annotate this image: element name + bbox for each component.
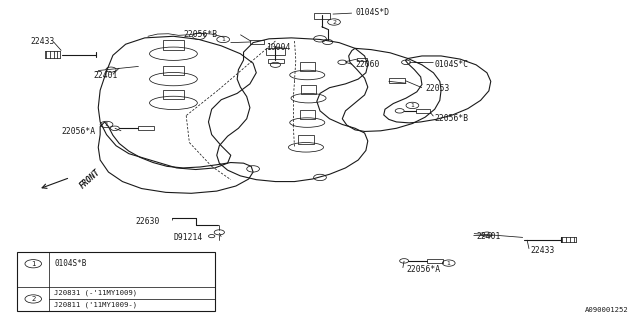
Bar [163, 66, 184, 75]
Text: 22401: 22401 [476, 232, 500, 241]
Text: 10004: 10004 [266, 43, 290, 52]
Bar [268, 60, 284, 63]
Bar [138, 126, 154, 131]
Bar [415, 108, 429, 113]
Text: 0104S*B: 0104S*B [54, 259, 86, 268]
Text: 2: 2 [31, 296, 35, 302]
Text: 22056*B: 22056*B [435, 114, 469, 123]
Bar [163, 90, 184, 99]
Text: J20831 (-'11MY1009): J20831 (-'11MY1009) [54, 290, 138, 296]
Text: 22433: 22433 [531, 246, 555, 255]
Text: 22433: 22433 [31, 36, 55, 45]
Text: 22401: 22401 [94, 71, 118, 80]
Bar [17, 252, 215, 311]
Text: 0104S*D: 0104S*D [355, 8, 389, 17]
Bar [301, 85, 316, 94]
Bar [427, 259, 443, 263]
Text: 22630: 22630 [135, 217, 159, 226]
Text: 0104S*C: 0104S*C [435, 60, 469, 69]
Text: FRONT: FRONT [78, 168, 102, 190]
Text: 22053: 22053 [425, 84, 449, 93]
Text: 22056*A: 22056*A [406, 265, 440, 274]
Bar [250, 40, 264, 44]
Bar [300, 110, 315, 119]
Text: 2: 2 [332, 20, 336, 25]
Text: 22056*A: 22056*A [62, 127, 96, 136]
Text: 1: 1 [31, 261, 35, 267]
Bar [298, 135, 314, 143]
Text: D91214: D91214 [173, 233, 203, 242]
Bar [266, 48, 285, 55]
Text: A090001252: A090001252 [586, 307, 629, 313]
Text: J20811 ('11MY1009-): J20811 ('11MY1009-) [54, 301, 138, 308]
Bar [300, 62, 315, 71]
Text: 1: 1 [410, 103, 414, 108]
Bar [389, 78, 404, 83]
Text: 1: 1 [104, 122, 108, 127]
Text: 1: 1 [221, 37, 225, 42]
Bar [357, 58, 367, 61]
Text: 22060: 22060 [355, 60, 380, 69]
Bar [163, 40, 184, 50]
Bar [314, 13, 330, 19]
Text: 1: 1 [447, 260, 451, 266]
Text: 22056*B: 22056*B [183, 30, 217, 39]
